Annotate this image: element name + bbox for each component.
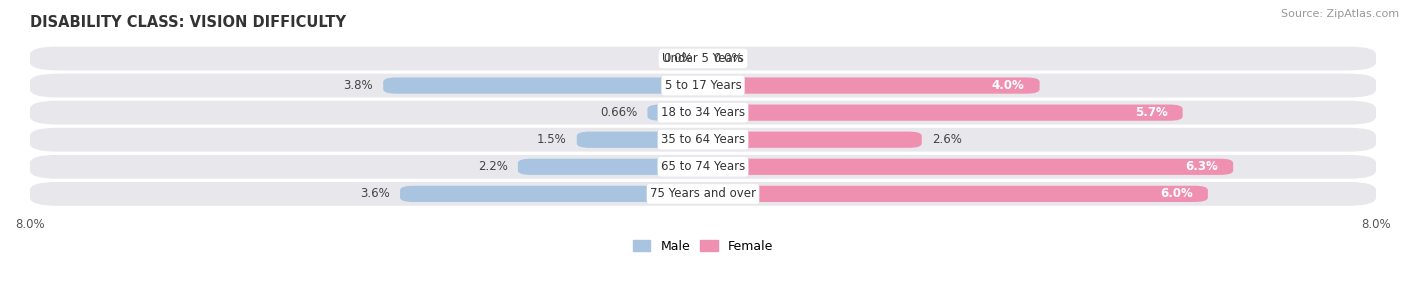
- Text: Under 5 Years: Under 5 Years: [662, 52, 744, 65]
- FancyBboxPatch shape: [401, 186, 703, 202]
- FancyBboxPatch shape: [30, 128, 1376, 152]
- FancyBboxPatch shape: [703, 132, 922, 148]
- Text: 3.6%: 3.6%: [360, 187, 389, 200]
- Text: 1.5%: 1.5%: [537, 133, 567, 146]
- Text: 5.7%: 5.7%: [1135, 106, 1167, 119]
- Text: 35 to 64 Years: 35 to 64 Years: [661, 133, 745, 146]
- FancyBboxPatch shape: [30, 155, 1376, 179]
- Text: 6.0%: 6.0%: [1160, 187, 1192, 200]
- Text: 18 to 34 Years: 18 to 34 Years: [661, 106, 745, 119]
- Text: 6.3%: 6.3%: [1185, 160, 1218, 173]
- Text: 4.0%: 4.0%: [991, 79, 1025, 92]
- FancyBboxPatch shape: [703, 186, 1208, 202]
- FancyBboxPatch shape: [703, 105, 1182, 121]
- FancyBboxPatch shape: [30, 101, 1376, 125]
- FancyBboxPatch shape: [30, 47, 1376, 71]
- FancyBboxPatch shape: [30, 182, 1376, 206]
- Text: 3.8%: 3.8%: [343, 79, 373, 92]
- FancyBboxPatch shape: [576, 132, 703, 148]
- Text: 0.66%: 0.66%: [600, 106, 637, 119]
- FancyBboxPatch shape: [703, 78, 1039, 94]
- Text: DISABILITY CLASS: VISION DIFFICULTY: DISABILITY CLASS: VISION DIFFICULTY: [30, 15, 346, 30]
- Text: 75 Years and over: 75 Years and over: [650, 187, 756, 200]
- FancyBboxPatch shape: [517, 159, 703, 175]
- Text: 2.6%: 2.6%: [932, 133, 962, 146]
- FancyBboxPatch shape: [30, 74, 1376, 98]
- FancyBboxPatch shape: [384, 78, 703, 94]
- FancyBboxPatch shape: [647, 105, 703, 121]
- Text: 0.0%: 0.0%: [664, 52, 693, 65]
- Text: 65 to 74 Years: 65 to 74 Years: [661, 160, 745, 173]
- Text: 0.0%: 0.0%: [713, 52, 742, 65]
- Text: Source: ZipAtlas.com: Source: ZipAtlas.com: [1281, 9, 1399, 19]
- Text: 2.2%: 2.2%: [478, 160, 508, 173]
- Legend: Male, Female: Male, Female: [633, 240, 773, 253]
- Text: 5 to 17 Years: 5 to 17 Years: [665, 79, 741, 92]
- FancyBboxPatch shape: [703, 159, 1233, 175]
